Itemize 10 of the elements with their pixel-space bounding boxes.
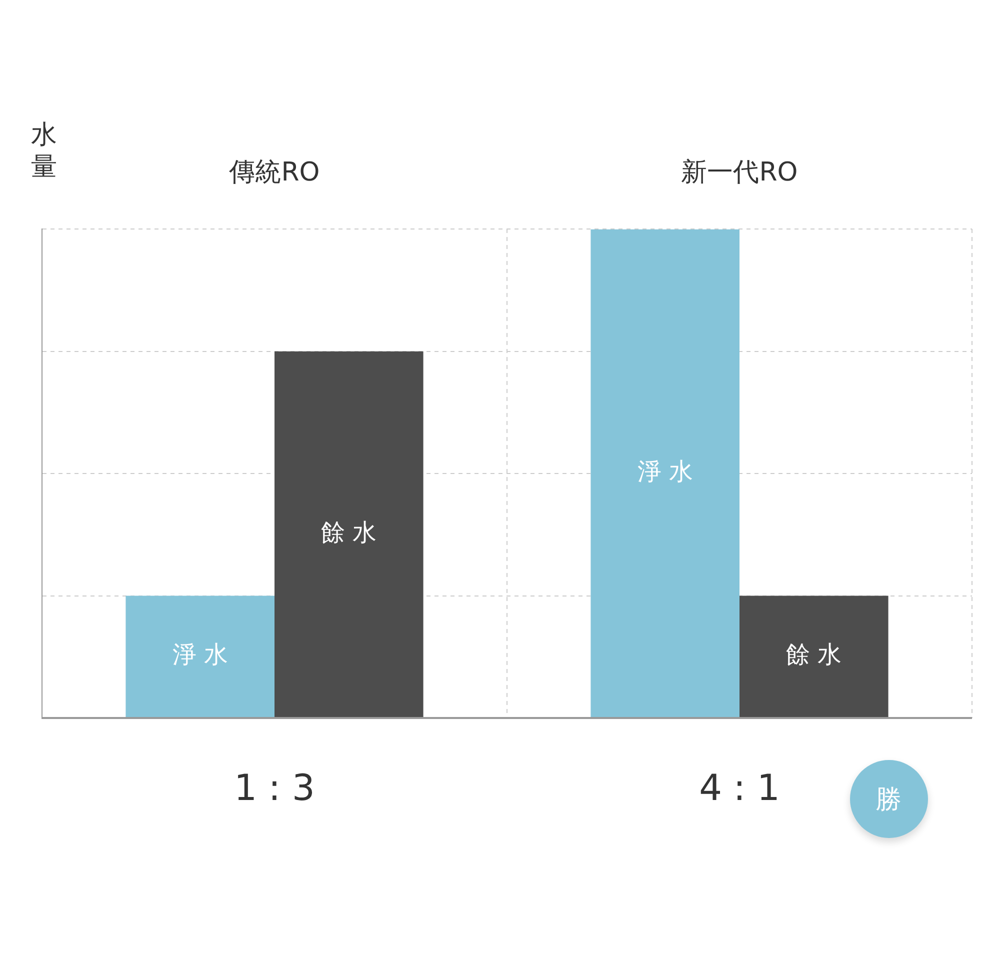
badge: 勝: [850, 760, 928, 838]
series-label: 淨 水: [172, 640, 228, 669]
y-axis-title: 水量: [31, 120, 57, 182]
series-label: 餘 水: [786, 640, 842, 669]
text: 淨 水: [637, 457, 693, 486]
text: 餘 水: [321, 518, 377, 546]
x-tick-label: 新一代RO: [681, 157, 798, 188]
text: 1 : 3: [233, 768, 316, 809]
text: 4 : 1: [698, 768, 781, 809]
x-tick-label: 傳統RO: [228, 157, 320, 188]
